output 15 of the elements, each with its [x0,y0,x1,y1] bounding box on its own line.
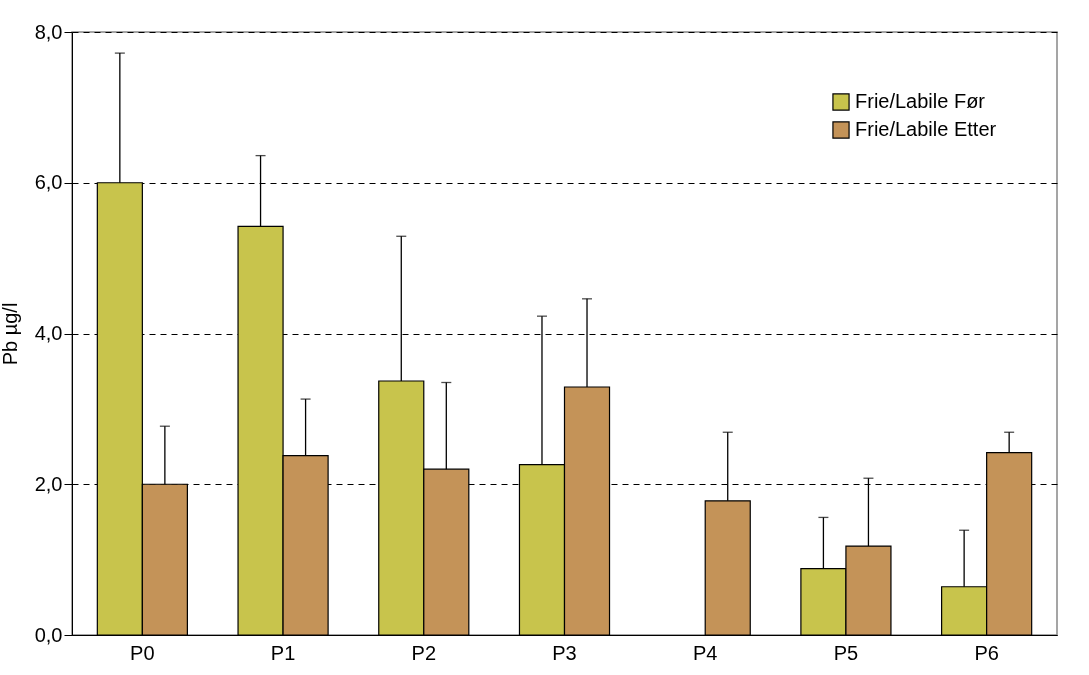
x-tick-label: P2 [411,641,437,664]
x-tick-label: P4 [692,641,718,664]
y-axis-title: Pb µg/l [0,302,21,366]
y-tick-label: 6,0 [34,171,63,194]
legend-label: Frie/Labile Før [855,90,986,112]
x-tick-label: P5 [833,641,859,664]
x-tick-label: P1 [270,641,296,664]
legend-label: Frie/Labile Etter [855,118,997,140]
x-tick-label: P6 [974,641,999,664]
y-tick-label: 8,0 [34,20,63,43]
y-tick-label: 4,0 [34,322,63,344]
y-tick-label: 0,0 [34,623,63,646]
y-tick-label: 2,0 [34,472,63,495]
x-tick-label: P3 [552,641,577,664]
x-tick-label: P0 [130,641,155,664]
